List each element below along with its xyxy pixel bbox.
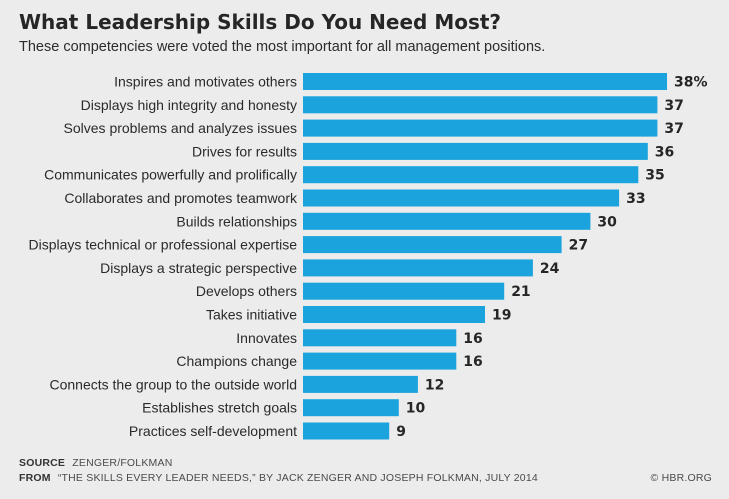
from-key: FROM xyxy=(19,472,51,484)
category-label: Communicates powerfully and prolifically xyxy=(44,167,297,183)
bar xyxy=(303,189,620,207)
hbr-credit: © HBR.ORG xyxy=(650,472,712,484)
value-label: 37 xyxy=(664,121,683,137)
bar xyxy=(303,329,457,347)
category-label: Connects the group to the outside world xyxy=(50,376,298,392)
value-label: 21 xyxy=(511,284,530,300)
category-label: Displays technical or professional exper… xyxy=(29,237,298,253)
bar xyxy=(303,375,418,393)
bar xyxy=(303,166,639,184)
value-label: 16 xyxy=(463,354,482,370)
value-label: 24 xyxy=(540,261,560,277)
bar xyxy=(303,282,505,300)
value-label: 30 xyxy=(597,214,617,230)
category-label: Takes initiative xyxy=(206,307,297,323)
value-label: 12 xyxy=(425,377,444,393)
bar xyxy=(303,399,399,417)
value-label: 37 xyxy=(664,98,683,114)
chart-subtitle: These competencies were voted the most i… xyxy=(19,39,546,55)
category-label: Establishes stretch goals xyxy=(142,400,297,416)
category-label: Drives for results xyxy=(192,143,297,159)
bar xyxy=(303,96,658,114)
value-label: 38% xyxy=(674,75,708,91)
from-text: “THE SKILLS EVERY LEADER NEEDS,” BY JACK… xyxy=(57,472,538,484)
value-label: 33 xyxy=(626,191,645,207)
category-label: Solves problems and analyzes issues xyxy=(64,120,297,136)
value-label: 9 xyxy=(396,424,406,440)
category-label: Displays a strategic perspective xyxy=(100,260,297,276)
category-label: Inspires and motivates others xyxy=(114,74,297,90)
value-label: 27 xyxy=(569,238,588,254)
value-label: 35 xyxy=(645,168,664,184)
bar xyxy=(303,142,648,160)
bar xyxy=(303,236,562,254)
from-note: FROM “THE SKILLS EVERY LEADER NEEDS,” BY… xyxy=(19,472,538,484)
source-note: SOURCE ZENGER/FOLKMAN xyxy=(19,457,172,469)
chart-title: What Leadership Skills Do You Need Most? xyxy=(19,10,502,34)
bar xyxy=(303,306,485,323)
value-label: 16 xyxy=(463,331,482,347)
bar xyxy=(303,259,533,277)
category-label: Builds relationships xyxy=(176,213,297,229)
bar xyxy=(303,352,457,370)
source-text: ZENGER/FOLKMAN xyxy=(72,457,173,469)
bar xyxy=(303,73,667,90)
bar xyxy=(303,212,591,230)
value-label: 19 xyxy=(492,308,511,324)
bar xyxy=(303,119,658,137)
category-label: Displays high integrity and honesty xyxy=(81,97,297,113)
category-label: Practices self-development xyxy=(129,423,297,439)
category-label: Develops others xyxy=(196,283,297,299)
value-label: 36 xyxy=(655,144,674,160)
category-label: Champions change xyxy=(176,353,297,369)
category-label: Collaborates and promotes teamwork xyxy=(64,190,298,206)
category-label: Innovates xyxy=(236,330,297,346)
source-key: SOURCE xyxy=(19,457,66,469)
value-label: 10 xyxy=(406,401,426,417)
bar xyxy=(303,422,390,440)
